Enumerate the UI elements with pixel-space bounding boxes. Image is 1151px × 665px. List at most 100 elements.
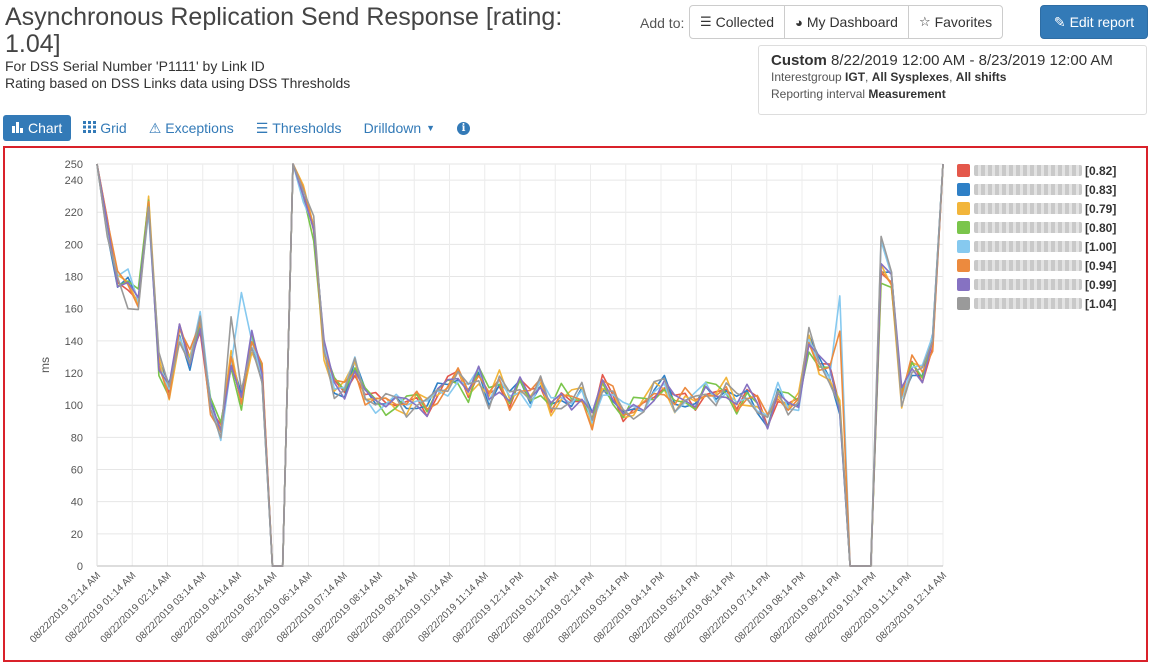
legend-item[interactable]: ██████P38[1.00] [957, 237, 1116, 256]
legend-swatch [957, 240, 970, 253]
y-tick-label: 250 [65, 159, 83, 171]
legend-series-name: 1████████20 [974, 203, 1082, 214]
legend-swatch [957, 278, 970, 291]
series-line[interactable] [96, 163, 944, 567]
list-icon: ☰ [255, 119, 269, 136]
y-tick-label: 220 [65, 207, 83, 219]
legend-swatch [957, 202, 970, 215]
range-shifts: All shifts [955, 70, 1007, 84]
y-tick-label: 240 [65, 175, 83, 187]
list-icon: ☰ [700, 14, 712, 29]
legend-series-name: ████████P19 [974, 184, 1082, 195]
tab-grid[interactable]: Grid [83, 120, 127, 136]
report-title: Asynchronous Replication Send Response [… [5, 3, 563, 58]
y-tick-label: 80 [71, 432, 83, 444]
x-tick-label: 08/23/2019 12:14 AM [874, 570, 949, 645]
range-preset: Custom [771, 52, 827, 69]
tab-drilldown-label: Drilldown [363, 120, 422, 136]
legend-swatch [957, 183, 970, 196]
tab-thresholds[interactable]: ☰ Thresholds [256, 120, 342, 137]
legend-series-name: 1█████D1_00_P31 [974, 298, 1082, 309]
legend-series-rating: [0.79] [1085, 201, 1117, 216]
legend-series-name: ████████P11 [974, 165, 1082, 176]
y-tick-label: 0 [77, 561, 83, 573]
tab-drilldown[interactable]: Drilldown ▼ [364, 120, 436, 136]
warning-icon: ⚠ [148, 119, 162, 136]
subtitle-rating-basis: Rating based on DSS Links data using DSS… [5, 75, 351, 91]
favorites-label: Favorites [934, 14, 993, 30]
info-icon[interactable]: i [457, 121, 471, 135]
reporting-interval: Measurement [868, 87, 946, 101]
range-interval-line: Reporting interval Measurement [771, 86, 1134, 103]
report-subtitle: For DSS Serial Number 'P1111' by Link ID… [5, 58, 350, 92]
legend-series-rating: [1.04] [1085, 296, 1117, 311]
range-summary: Custom 8/22/2019 12:00 AM - 8/23/2019 12… [771, 52, 1134, 69]
legend-item[interactable]: 1████████20[0.79] [957, 199, 1116, 218]
grid-icon [83, 120, 97, 136]
tab-exceptions-label: Exceptions [165, 120, 234, 136]
y-axis-title: ms [38, 357, 52, 373]
legend-item[interactable]: 1████████21[0.80] [957, 218, 1116, 237]
legend-item[interactable]: 1█████D1_00_P31[1.04] [957, 294, 1116, 313]
legend-series-rating: [0.82] [1085, 163, 1117, 178]
x-tick-label: 08/22/2019 11:14 AM [416, 570, 490, 644]
tab-grid-label: Grid [100, 120, 127, 136]
favorites-button[interactable]: ☆ Favorites [907, 5, 1004, 39]
legend-series-name: 1████████P0 [974, 279, 1082, 290]
legend-item[interactable]: 1████████P0[0.99] [957, 275, 1116, 294]
chart-panel: 0 20 40 60 80 100 120 140 160 180 200 220 240 250 08/2… [3, 146, 1148, 662]
legend-series-name: 1█████D1_00_P33 [974, 260, 1082, 271]
y-tick-label: 180 [65, 272, 83, 284]
tab-chart-label: Chart [28, 120, 63, 136]
interest-group: IGT [845, 70, 866, 84]
dashboard-icon: ◕ [795, 14, 803, 30]
date-range-panel[interactable]: Custom 8/22/2019 12:00 AM - 8/23/2019 12… [758, 45, 1147, 115]
my-dashboard-button[interactable]: ◕ My Dashboard [784, 5, 909, 39]
legend-series-rating: [0.94] [1085, 258, 1117, 273]
legend-series-rating: [0.99] [1085, 277, 1117, 292]
legend-swatch [957, 259, 970, 272]
star-icon: ☆ [918, 14, 931, 29]
legend-swatch [957, 221, 970, 234]
y-tick-label: 40 [71, 497, 83, 509]
range-sysplexes: All Sysplexes [871, 70, 950, 84]
view-tabs: Chart Grid ⚠ Exceptions ☰ Thresholds Dri… [3, 115, 471, 141]
line-chart: 0 20 40 60 80 100 120 140 160 180 200 220 240 250 08/2… [28, 159, 949, 646]
legend-swatch [957, 297, 970, 310]
legend-item[interactable]: ████████P19[0.83] [957, 180, 1116, 199]
y-tick-label: 60 [71, 465, 83, 477]
y-tick-label: 120 [65, 368, 83, 380]
collected-label: Collected [715, 14, 775, 30]
add-to-button-group: ☰ Collected ◕ My Dashboard ☆ Favorites [689, 5, 1004, 39]
edit-report-label: Edit report [1069, 14, 1135, 30]
tab-exceptions[interactable]: ⚠ Exceptions [149, 120, 234, 137]
legend-item[interactable]: ████████P11[0.82] [957, 161, 1116, 180]
interval-prefix: Reporting interval [771, 87, 869, 101]
tab-chart[interactable]: Chart [3, 115, 72, 141]
add-to-label: Add to: [640, 15, 685, 31]
caret-down-icon: ▼ [426, 123, 436, 133]
y-tick-label: 20 [71, 529, 83, 541]
legend-swatch [957, 164, 970, 177]
collected-button[interactable]: ☰ Collected [689, 5, 786, 39]
range-interest-line: Interestgroup IGT, All Sysplexes, All sh… [771, 70, 1007, 84]
subtitle-serial: For DSS Serial Number 'P1111' by Link ID [5, 58, 265, 74]
y-tick-label: 200 [65, 239, 83, 251]
range-dates: 8/22/2019 12:00 AM - 8/23/2019 12:00 AM [831, 52, 1113, 69]
tab-thresholds-label: Thresholds [272, 120, 342, 136]
dashboard-label: My Dashboard [806, 14, 898, 30]
y-tick-label: 160 [65, 304, 83, 316]
legend-series-rating: [0.83] [1085, 182, 1117, 197]
y-tick-label: 140 [65, 336, 83, 348]
y-tick-label: 100 [65, 400, 83, 412]
legend-series-rating: [0.80] [1085, 220, 1117, 235]
series-line[interactable] [96, 163, 944, 567]
legend-series-name: ██████P38 [974, 241, 1082, 252]
interest-prefix: Interestgroup [771, 70, 846, 84]
bar-chart-icon [12, 120, 24, 136]
legend-item[interactable]: 1█████D1_00_P33[0.94] [957, 256, 1116, 275]
legend-series-rating: [1.00] [1085, 239, 1117, 254]
edit-icon: ✎ [1053, 13, 1066, 30]
chart-legend: ████████P11[0.82]████████P19[0.83]1█████… [957, 161, 1116, 313]
edit-report-button[interactable]: ✎ Edit report [1040, 5, 1148, 39]
